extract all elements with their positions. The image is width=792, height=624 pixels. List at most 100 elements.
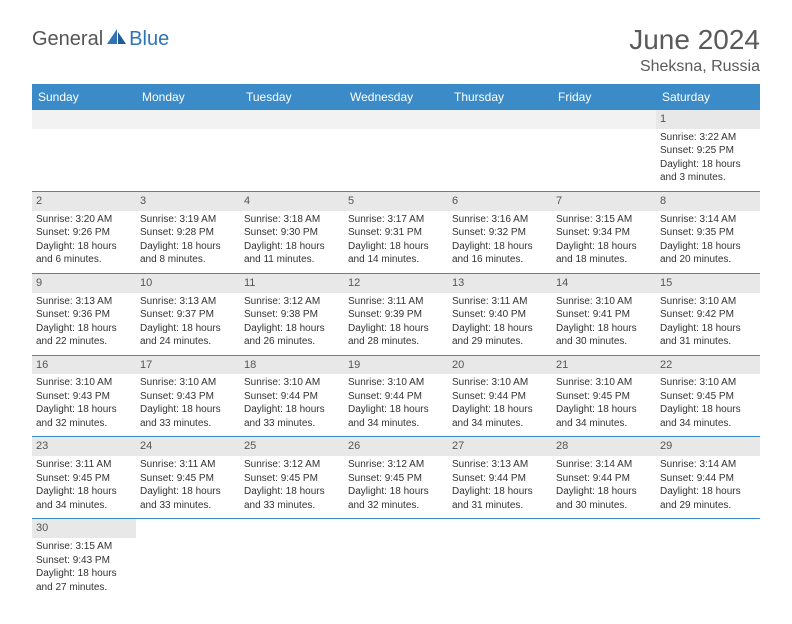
calendar-cell xyxy=(448,519,552,600)
calendar-table: Sunday Monday Tuesday Wednesday Thursday… xyxy=(32,84,760,600)
calendar-cell: 16Sunrise: 3:10 AMSunset: 9:43 PMDayligh… xyxy=(32,355,136,437)
day-number: 20 xyxy=(448,356,552,375)
calendar-cell: 5Sunrise: 3:17 AMSunset: 9:31 PMDaylight… xyxy=(344,191,448,273)
day-details: Sunrise: 3:18 AMSunset: 9:30 PMDaylight:… xyxy=(244,213,340,267)
calendar-cell xyxy=(552,110,656,191)
calendar-cell xyxy=(240,110,344,191)
day-number: 25 xyxy=(240,437,344,456)
day-details: Sunrise: 3:10 AMSunset: 9:44 PMDaylight:… xyxy=(452,376,548,430)
calendar-row: 16Sunrise: 3:10 AMSunset: 9:43 PMDayligh… xyxy=(32,355,760,437)
logo: General Blue xyxy=(32,28,169,51)
calendar-cell: 22Sunrise: 3:10 AMSunset: 9:45 PMDayligh… xyxy=(656,355,760,437)
day-number: 30 xyxy=(32,519,136,538)
calendar-cell: 20Sunrise: 3:10 AMSunset: 9:44 PMDayligh… xyxy=(448,355,552,437)
day-details: Sunrise: 3:15 AMSunset: 9:43 PMDaylight:… xyxy=(36,540,132,594)
calendar-row: 30 Sunrise: 3:15 AMSunset: 9:43 PMDayligh… xyxy=(32,519,760,600)
day-number: 13 xyxy=(448,274,552,293)
day-details: Sunrise: 3:12 AMSunset: 9:45 PMDaylight:… xyxy=(244,458,340,512)
calendar-cell: 19Sunrise: 3:10 AMSunset: 9:44 PMDayligh… xyxy=(344,355,448,437)
calendar-cell xyxy=(240,519,344,600)
calendar-cell: 9Sunrise: 3:13 AMSunset: 9:36 PMDaylight… xyxy=(32,273,136,355)
calendar-cell xyxy=(552,519,656,600)
day-number: 11 xyxy=(240,274,344,293)
day-details: Sunrise: 3:10 AMSunset: 9:44 PMDaylight:… xyxy=(348,376,444,430)
calendar-cell: 15 Sunrise: 3:10 AMSunset: 9:42 PMDayligh… xyxy=(656,273,760,355)
day-details: Sunrise: 3:11 AMSunset: 9:45 PMDaylight:… xyxy=(140,458,236,512)
day-details: Sunrise: 3:13 AMSunset: 9:37 PMDaylight:… xyxy=(140,295,236,349)
calendar-cell: 26 Sunrise: 3:12 AMSunset: 9:45 PMDayligh… xyxy=(344,437,448,519)
calendar-cell: 29 Sunrise: 3:14 AMSunset: 9:44 PMDayligh… xyxy=(656,437,760,519)
calendar-cell xyxy=(136,110,240,191)
logo-text-general: General xyxy=(32,28,103,51)
day-details: Sunrise: 3:12 AMSunset: 9:45 PMDaylight:… xyxy=(348,458,444,512)
calendar-row: 2Sunrise: 3:20 AMSunset: 9:26 PMDaylight… xyxy=(32,191,760,273)
calendar-cell: 7 Sunrise: 3:15 AMSunset: 9:34 PMDaylight… xyxy=(552,191,656,273)
day-number: 7 xyxy=(552,192,656,211)
location: Sheksna, Russia xyxy=(629,58,760,76)
day-details: Sunrise: 3:11 AMSunset: 9:40 PMDaylight:… xyxy=(452,295,548,349)
day-number: 5 xyxy=(344,192,448,211)
weekday-header: Friday xyxy=(552,84,656,110)
day-details: Sunrise: 3:10 AMSunset: 9:43 PMDaylight:… xyxy=(36,376,132,430)
day-number: 19 xyxy=(344,356,448,375)
calendar-cell: 23 Sunrise: 3:11 AMSunset: 9:45 PMDayligh… xyxy=(32,437,136,519)
calendar-cell: 2Sunrise: 3:20 AMSunset: 9:26 PMDaylight… xyxy=(32,191,136,273)
day-details: Sunrise: 3:10 AMSunset: 9:45 PMDaylight:… xyxy=(556,376,652,430)
weekday-header: Tuesday xyxy=(240,84,344,110)
day-number: 23 xyxy=(32,437,136,456)
day-number: 8 xyxy=(656,192,760,211)
calendar-cell xyxy=(448,110,552,191)
day-details: Sunrise: 3:10 AMSunset: 9:45 PMDaylight:… xyxy=(660,376,756,430)
day-number: 17 xyxy=(136,356,240,375)
day-number: 18 xyxy=(240,356,344,375)
day-number: 2 xyxy=(32,192,136,211)
day-number: 27 xyxy=(448,437,552,456)
day-number: 24 xyxy=(136,437,240,456)
calendar-cell: 25 Sunrise: 3:12 AMSunset: 9:45 PMDayligh… xyxy=(240,437,344,519)
calendar-cell: 13 Sunrise: 3:11 AMSunset: 9:40 PMDayligh… xyxy=(448,273,552,355)
day-details: Sunrise: 3:16 AMSunset: 9:32 PMDaylight:… xyxy=(452,213,548,267)
day-number: 3 xyxy=(136,192,240,211)
weekday-header: Wednesday xyxy=(344,84,448,110)
calendar-cell xyxy=(136,519,240,600)
calendar-cell: 28 Sunrise: 3:14 AMSunset: 9:44 PMDayligh… xyxy=(552,437,656,519)
title-block: June 2024 Sheksna, Russia xyxy=(629,24,760,76)
day-details: Sunrise: 3:10 AMSunset: 9:42 PMDaylight:… xyxy=(660,295,756,349)
day-number: 15 xyxy=(656,274,760,293)
day-number: 1 xyxy=(656,110,760,129)
day-details: Sunrise: 3:10 AMSunset: 9:41 PMDaylight:… xyxy=(556,295,652,349)
day-number: 28 xyxy=(552,437,656,456)
calendar-cell: 21Sunrise: 3:10 AMSunset: 9:45 PMDayligh… xyxy=(552,355,656,437)
day-details: Sunrise: 3:11 AMSunset: 9:39 PMDaylight:… xyxy=(348,295,444,349)
calendar-cell: 1 Sunrise: 3:22 AMSunset: 9:25 PMDaylight… xyxy=(656,110,760,191)
calendar-cell xyxy=(656,519,760,600)
day-number: 26 xyxy=(344,437,448,456)
day-details: Sunrise: 3:22 AMSunset: 9:25 PMDaylight:… xyxy=(660,131,756,185)
calendar-cell: 27Sunrise: 3:13 AMSunset: 9:44 PMDayligh… xyxy=(448,437,552,519)
day-number: 16 xyxy=(32,356,136,375)
day-details: Sunrise: 3:12 AMSunset: 9:38 PMDaylight:… xyxy=(244,295,340,349)
day-number: 29 xyxy=(656,437,760,456)
weekday-header: Sunday xyxy=(32,84,136,110)
sail-icon xyxy=(105,28,127,51)
calendar-cell: 12Sunrise: 3:11 AMSunset: 9:39 PMDayligh… xyxy=(344,273,448,355)
calendar-cell: 18Sunrise: 3:10 AMSunset: 9:44 PMDayligh… xyxy=(240,355,344,437)
day-details: Sunrise: 3:14 AMSunset: 9:44 PMDaylight:… xyxy=(660,458,756,512)
day-number: 22 xyxy=(656,356,760,375)
calendar-cell: 8Sunrise: 3:14 AMSunset: 9:35 PMDaylight… xyxy=(656,191,760,273)
calendar-cell: 11 Sunrise: 3:12 AMSunset: 9:38 PMDayligh… xyxy=(240,273,344,355)
weekday-header: Thursday xyxy=(448,84,552,110)
day-number: 10 xyxy=(136,274,240,293)
day-details: Sunrise: 3:15 AMSunset: 9:34 PMDaylight:… xyxy=(556,213,652,267)
month-title: June 2024 xyxy=(629,24,760,56)
day-number: 4 xyxy=(240,192,344,211)
calendar-cell: 3Sunrise: 3:19 AMSunset: 9:28 PMDaylight… xyxy=(136,191,240,273)
day-number: 6 xyxy=(448,192,552,211)
day-details: Sunrise: 3:14 AMSunset: 9:44 PMDaylight:… xyxy=(556,458,652,512)
day-details: Sunrise: 3:10 AMSunset: 9:43 PMDaylight:… xyxy=(140,376,236,430)
day-details: Sunrise: 3:11 AMSunset: 9:45 PMDaylight:… xyxy=(36,458,132,512)
calendar-cell xyxy=(344,519,448,600)
logo-text-blue: Blue xyxy=(129,28,169,51)
calendar-cell: 14 Sunrise: 3:10 AMSunset: 9:41 PMDayligh… xyxy=(552,273,656,355)
day-number: 14 xyxy=(552,274,656,293)
